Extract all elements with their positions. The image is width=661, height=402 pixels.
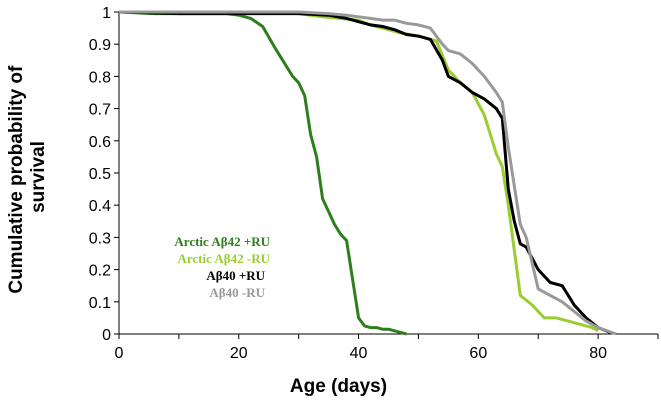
x-axis-title: Age (days) (290, 376, 387, 397)
y-tick-label: 0.9 (89, 37, 111, 54)
series-line-2 (118, 10, 611, 334)
legend: Arctic Aβ42 +RU Arctic Aβ42 -RU Aβ40 +RU… (174, 234, 270, 300)
x-tick-label: 20 (230, 345, 248, 362)
series-line-0 (118, 10, 407, 336)
y-tick-label: 0.8 (89, 69, 111, 86)
axes (118, 12, 658, 335)
y-axis-title: Cumulative probability of survival (6, 60, 49, 293)
series-lines (118, 10, 617, 336)
x-tick-label: 40 (350, 345, 368, 362)
y-tick-label: 0.6 (89, 134, 111, 151)
y-tick-label: 1 (102, 5, 111, 22)
legend-label-arctic-ab42-ru-minus: Arctic Aβ42 -RU (177, 251, 270, 266)
y-axis-title-line-2: survival (28, 141, 49, 213)
legend-label-ab40-ru-plus: Aβ40 +RU (206, 268, 265, 283)
x-tick-label: 60 (469, 345, 487, 362)
y-tick-label: 0.4 (89, 198, 111, 215)
y-tick-label: 0.3 (89, 230, 111, 247)
series-line-3 (119, 10, 617, 336)
x-tick-label: 80 (589, 345, 607, 362)
x-ticks: 0 20 40 60 80 (115, 334, 659, 362)
y-tick-label: 0.7 (89, 102, 111, 119)
y-tick-label: 0.2 (89, 263, 111, 280)
y-axis-title-line-1: Cumulative probability of (6, 65, 27, 294)
y-tick-label: 0.5 (89, 166, 111, 183)
legend-label-arctic-ab42-ru-plus: Arctic Aβ42 +RU (174, 234, 270, 249)
series-line-1 (119, 10, 599, 333)
y-tick-label: 0.1 (89, 295, 111, 312)
y-ticks: 0 0.1 0.2 0.3 0.4 0.5 0.6 0.7 0.8 0.9 1 (89, 5, 119, 344)
legend-label-ab40-ru-minus: Aβ40 -RU (209, 285, 265, 300)
x-tick-label: 0 (115, 345, 124, 362)
y-tick-label: 0 (102, 327, 111, 344)
